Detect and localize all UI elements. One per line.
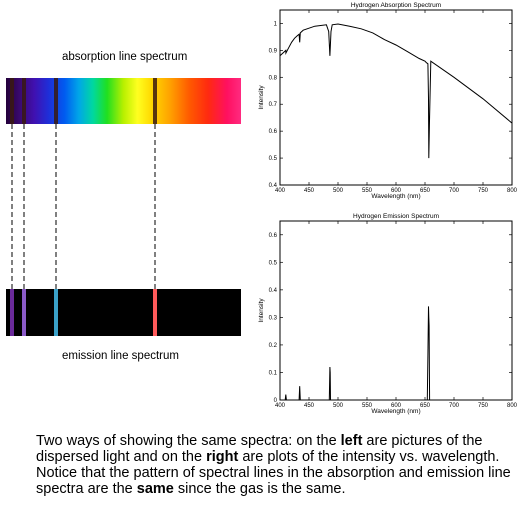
plot-title: Hydrogen Absorption Spectrum — [351, 2, 441, 9]
y-tick-label: 0.5 — [269, 156, 278, 162]
rainbow-band — [6, 78, 241, 124]
x-tick-label: 700 — [449, 188, 460, 194]
emission-line-410 — [10, 289, 14, 336]
x-tick-label: 700 — [449, 403, 460, 409]
series-line — [279, 23, 513, 159]
caption-part-2: are pictures of the dispersed light and … — [36, 433, 483, 465]
caption-text: Two ways of showing the same spectra: on… — [36, 433, 516, 497]
y-axis-label: Intensity — [258, 85, 265, 110]
plot-frame — [279, 9, 513, 186]
y-tick-label: 0.6 — [269, 129, 278, 135]
x-tick-label: 650 — [420, 403, 431, 409]
y-tick-label: 0.4 — [269, 183, 278, 189]
y-tick-label: 0.1 — [269, 370, 278, 376]
series-line — [280, 306, 512, 401]
x-tick-label: 650 — [420, 188, 431, 194]
emission-spectrum-image — [6, 289, 241, 336]
caption-part-1: Two ways of showing the same spectra: on… — [36, 433, 341, 449]
x-tick-label: 800 — [507, 403, 518, 409]
y-tick-label: 0.3 — [269, 315, 278, 321]
x-tick-label: 500 — [333, 188, 344, 194]
connector-lines — [11, 124, 156, 289]
y-tick-label: 1 — [274, 21, 278, 27]
x-tick-label: 400 — [275, 188, 286, 194]
x-axis-label: Wavelength (nm) — [371, 408, 420, 415]
x-tick-label: 600 — [391, 188, 402, 194]
x-tick-label: 450 — [304, 403, 315, 409]
absorption-line-410 — [10, 78, 14, 124]
caption-bold-right: right — [206, 449, 239, 465]
absorption-line-656 — [153, 78, 157, 124]
y-tick-label: 0 — [274, 398, 278, 404]
y-tick-label: 0.4 — [269, 288, 278, 294]
x-tick-label: 550 — [362, 403, 373, 409]
caption-part-4: since the gas is the same. — [173, 481, 346, 497]
x-tick-label: 600 — [391, 403, 402, 409]
emission-line-656 — [153, 289, 157, 336]
emission-spectrum-label: emission line spectrum — [62, 350, 179, 362]
plot-frame — [279, 220, 513, 401]
y-tick-label: 0.2 — [269, 343, 278, 349]
caption-part-3: are plots of the intensity vs. wavelengt… — [36, 449, 511, 497]
absorption-line-486 — [54, 78, 58, 124]
y-tick-label: 0.8 — [269, 75, 278, 81]
x-tick-label: 500 — [333, 403, 344, 409]
y-tick-label: 0.7 — [269, 102, 278, 108]
x-tick-label: 750 — [478, 188, 489, 194]
absorption-spectrum-image — [6, 78, 241, 124]
absorption-spectrum-svg — [6, 78, 241, 124]
x-tick-label: 400 — [275, 403, 286, 409]
x-axis-label: Wavelength (nm) — [371, 193, 420, 200]
x-tick-label: 750 — [478, 403, 489, 409]
x-tick-label: 550 — [362, 188, 373, 194]
x-tick-label: 450 — [304, 188, 315, 194]
y-tick-label: 0.6 — [269, 233, 278, 239]
absorption-line-434 — [22, 78, 26, 124]
caption-bold-same: same — [136, 481, 174, 497]
absorption-spectrum-label: absorption line spectrum — [62, 51, 188, 63]
emission-plot: Hydrogen Emission Spectrum 400 450 500 550 60… — [250, 210, 520, 418]
caption-bold-left: left — [340, 433, 363, 449]
emission-line-486 — [54, 289, 58, 336]
y-tick-label: 0.9 — [269, 48, 278, 54]
y-axis-label: Intensity — [258, 298, 265, 323]
absorption-plot: Hydrogen Absorption Spectrum 400 450 500 550… — [250, 0, 520, 205]
x-tick-label: 800 — [507, 188, 518, 194]
plot-title: Hydrogen Emission Spectrum — [353, 213, 439, 220]
y-tick-label: 0.5 — [269, 260, 278, 266]
emission-line-434 — [22, 289, 26, 336]
